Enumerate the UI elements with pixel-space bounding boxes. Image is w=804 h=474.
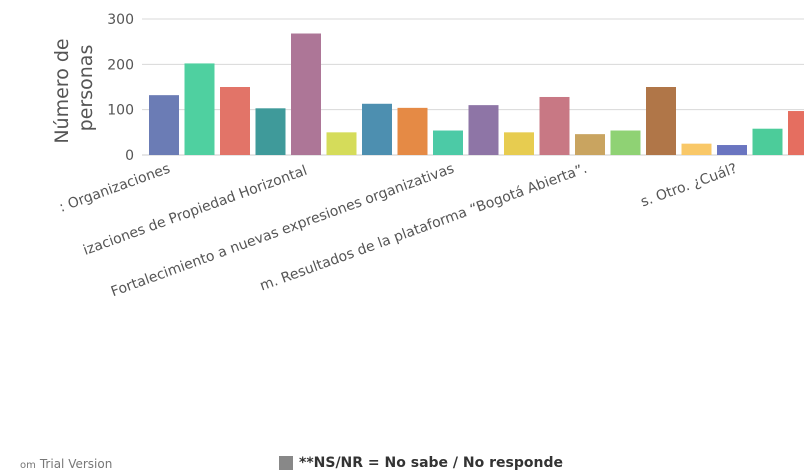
y-axis-ticks: 0 100 200 300 <box>107 12 134 164</box>
credit-prefix: om <box>20 460 36 471</box>
legend: **NS/NR = No sabe / No responde <box>279 455 563 471</box>
bar[interactable] <box>184 63 215 155</box>
x-category-label: : Organizaciones <box>57 161 172 216</box>
y-tick-label: 300 <box>107 12 134 28</box>
bar[interactable] <box>788 111 804 155</box>
bar[interactable] <box>539 96 570 155</box>
y-tick-label: 200 <box>107 57 134 73</box>
bar[interactable] <box>326 132 357 155</box>
bar[interactable] <box>220 87 250 155</box>
x-category-label: izaciones de Propiedad Horizontal <box>81 163 309 259</box>
bar[interactable] <box>646 87 676 155</box>
bar[interactable] <box>610 130 641 155</box>
bar[interactable] <box>468 105 499 155</box>
bar[interactable] <box>575 134 605 155</box>
bar[interactable] <box>362 103 392 155</box>
bar[interactable] <box>149 95 179 155</box>
y-axis-label-line-2: personas <box>75 45 97 132</box>
credit-text: om Trial Version <box>20 457 112 471</box>
bar[interactable] <box>752 128 783 155</box>
x-category-label: s. Otro. ¿Cuál? <box>639 161 740 211</box>
credit-label: Trial Version <box>39 457 113 471</box>
y-axis-label: Número de personas <box>51 32 97 143</box>
bar[interactable] <box>291 33 321 155</box>
bar[interactable] <box>681 143 712 155</box>
y-tick-label: 0 <box>125 148 134 164</box>
bar[interactable] <box>433 130 463 155</box>
bar[interactable] <box>397 107 428 155</box>
y-tick-label: 100 <box>107 103 134 119</box>
bar-series <box>149 33 804 155</box>
legend-swatch <box>279 456 293 470</box>
bar[interactable] <box>504 132 534 155</box>
legend-label: **NS/NR = No sabe / No responde <box>299 455 563 471</box>
bar[interactable] <box>255 108 286 155</box>
y-axis-label-line-1: Número de <box>51 38 73 143</box>
bar[interactable] <box>717 145 747 155</box>
